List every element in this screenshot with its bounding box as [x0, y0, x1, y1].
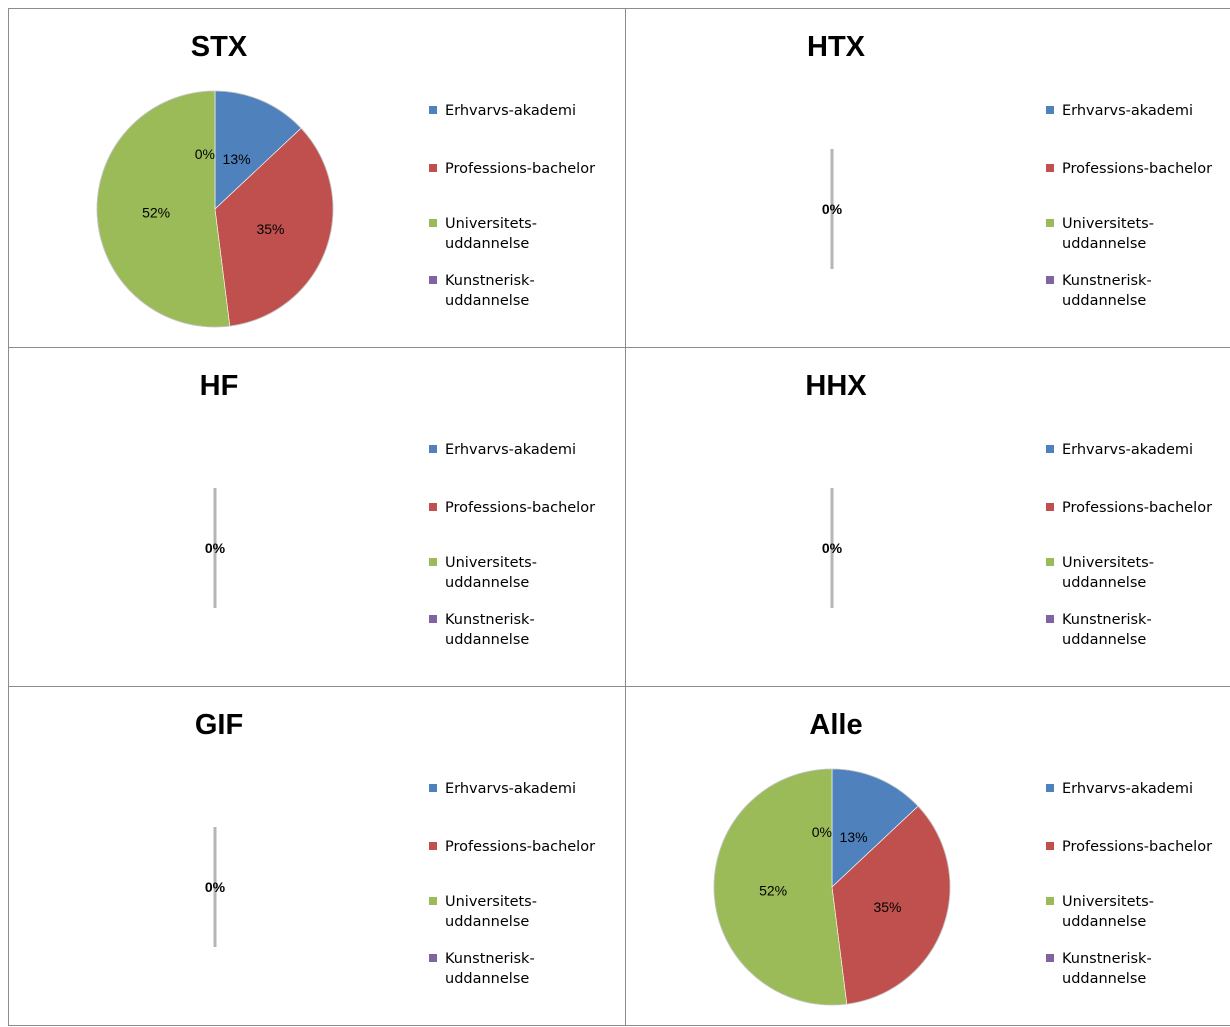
- legend-swatch-erhvarvs-akademi: [429, 445, 437, 453]
- legend-label: Erhvarvs-akademi: [445, 442, 576, 458]
- legend-label: uddannelse: [445, 293, 529, 309]
- legend-label: uddannelse: [1062, 914, 1146, 930]
- legend-swatch-kunstnerisk-uddannelse: [429, 954, 437, 962]
- legend-swatch-universitets-uddannelse: [1046, 219, 1054, 227]
- data-label: 52%: [759, 883, 787, 899]
- data-label: 52%: [142, 205, 170, 221]
- legend-swatch-erhvarvs-akademi: [429, 784, 437, 792]
- legend: Erhvarvs-akademi Professions-bachelor Univ…: [1046, 442, 1212, 648]
- chart-panel-hhx: HHX 0% Erhvarvs-akademi Professions-bachelo…: [625, 347, 1230, 687]
- pie-outline: [713, 768, 951, 1006]
- legend-label: Erhvarvs-akademi: [445, 781, 576, 797]
- legend-label: Kunstnerisk-: [445, 612, 535, 628]
- data-label: 0%: [822, 540, 843, 556]
- chart-title: GIF: [195, 709, 243, 741]
- legend-label: Kunstnerisk-: [1062, 273, 1152, 289]
- legend-label: uddannelse: [1062, 575, 1146, 591]
- legend-label: Universitets-: [1062, 555, 1154, 571]
- chart-panel-stx: STX 13% 35% 52% 0% Erhvarvs-akademi Profession…: [8, 8, 626, 348]
- legend-swatch-kunstnerisk-uddannelse: [1046, 276, 1054, 284]
- data-label: 13%: [223, 151, 251, 167]
- pie-outline: [96, 90, 334, 328]
- legend-swatch-universitets-uddannelse: [429, 558, 437, 566]
- legend-label: Kunstnerisk-: [445, 273, 535, 289]
- legend-swatch-professions-bachelor: [429, 503, 437, 511]
- legend-swatch-erhvarvs-akademi: [429, 106, 437, 114]
- legend-label: uddannelse: [1062, 293, 1146, 309]
- chart-title: HF: [200, 370, 239, 402]
- legend-label: Kunstnerisk-: [445, 951, 535, 967]
- pie-chart-hhx: HHX 0% Erhvarvs-akademi Professions-bachelo…: [805, 370, 1212, 648]
- pie-chart-htx: HTX 0% Erhvarvs-akademi Professions-bachelo…: [807, 31, 1212, 309]
- legend-swatch-erhvarvs-akademi: [1046, 784, 1054, 792]
- chart-title: HTX: [807, 31, 866, 63]
- legend-label: uddannelse: [445, 236, 529, 252]
- data-label: 13%: [840, 829, 868, 845]
- legend-label: uddannelse: [445, 914, 529, 930]
- legend-swatch-professions-bachelor: [1046, 503, 1054, 511]
- chart-panel-htx: HTX 0% Erhvarvs-akademi Professions-bachelo…: [625, 8, 1230, 348]
- pie-chart-stx: STX 13% 35% 52% 0% Erhvarvs-akademi Profession…: [96, 31, 595, 328]
- legend-swatch-professions-bachelor: [1046, 842, 1054, 850]
- data-label: 0%: [195, 146, 215, 162]
- legend-label: Erhvarvs-akademi: [1062, 781, 1193, 797]
- chart-title: HHX: [805, 370, 867, 402]
- legend-label: Universitets-: [445, 894, 537, 910]
- legend: Erhvarvs-akademi Professions-bachelor Univ…: [1046, 103, 1212, 309]
- legend-label: Kunstnerisk-: [1062, 951, 1152, 967]
- legend-label: Erhvarvs-akademi: [1062, 442, 1193, 458]
- legend-label: Professions-bachelor: [445, 500, 595, 516]
- data-label: 0%: [205, 879, 226, 895]
- legend-label: Universitets-: [1062, 216, 1154, 232]
- chart-title: STX: [191, 31, 248, 63]
- legend-label: Universitets-: [445, 216, 537, 232]
- legend-label: Professions-bachelor: [1062, 500, 1212, 516]
- legend-swatch-kunstnerisk-uddannelse: [429, 276, 437, 284]
- data-label: 35%: [873, 899, 901, 915]
- chart-panel-hf: HF 0% Erhvarvs-akademi Professions-bachelor…: [8, 347, 626, 687]
- legend-label: Professions-bachelor: [445, 161, 595, 177]
- pie-chart-gif: GIF 0% Erhvarvs-akademi Professions-bachelo…: [195, 709, 595, 987]
- legend-label: uddannelse: [1062, 236, 1146, 252]
- legend-label: uddannelse: [445, 971, 529, 987]
- legend-label: Professions-bachelor: [1062, 839, 1212, 855]
- legend-label: Erhvarvs-akademi: [1062, 103, 1193, 119]
- legend-swatch-professions-bachelor: [1046, 164, 1054, 172]
- legend-label: Kunstnerisk-: [1062, 612, 1152, 628]
- legend-swatch-universitets-uddannelse: [429, 897, 437, 905]
- legend-label: uddannelse: [1062, 971, 1146, 987]
- legend: Erhvarvs-akademi Professions-bachelor Univ…: [429, 781, 595, 987]
- legend-label: Professions-bachelor: [445, 839, 595, 855]
- legend-swatch-kunstnerisk-uddannelse: [429, 615, 437, 623]
- legend-swatch-erhvarvs-akademi: [1046, 106, 1054, 114]
- chart-panel-gif: GIF 0% Erhvarvs-akademi Professions-bachelo…: [8, 686, 626, 1026]
- legend-swatch-professions-bachelor: [429, 164, 437, 172]
- data-label: 0%: [205, 540, 226, 556]
- data-label: 35%: [256, 221, 284, 237]
- legend-swatch-universitets-uddannelse: [1046, 558, 1054, 566]
- data-label: 0%: [822, 201, 843, 217]
- data-label: 0%: [812, 824, 832, 840]
- legend-label: Erhvarvs-akademi: [445, 103, 576, 119]
- legend-label: uddannelse: [445, 632, 529, 648]
- legend-swatch-kunstnerisk-uddannelse: [1046, 954, 1054, 962]
- legend: Erhvarvs-akademi Professions-bachelor Univ…: [1046, 781, 1212, 987]
- legend-swatch-universitets-uddannelse: [429, 219, 437, 227]
- legend-label: uddannelse: [1062, 632, 1146, 648]
- chart-panel-alle: Alle 13% 35% 52% 0% Erhvarvs-akademi Professio…: [625, 686, 1230, 1026]
- legend-swatch-kunstnerisk-uddannelse: [1046, 615, 1054, 623]
- legend-label: Professions-bachelor: [1062, 161, 1212, 177]
- chart-title: Alle: [809, 709, 862, 741]
- pie-chart-hf: HF 0% Erhvarvs-akademi Professions-bachelor…: [200, 370, 595, 648]
- pie-chart-alle: Alle 13% 35% 52% 0% Erhvarvs-akademi Professio…: [713, 709, 1212, 1006]
- legend-label: uddannelse: [445, 575, 529, 591]
- legend: Erhvarvs-akademi Professions-bachelor Univ…: [429, 103, 595, 309]
- legend-swatch-professions-bachelor: [429, 842, 437, 850]
- legend-label: Universitets-: [445, 555, 537, 571]
- legend-swatch-erhvarvs-akademi: [1046, 445, 1054, 453]
- legend-swatch-universitets-uddannelse: [1046, 897, 1054, 905]
- legend-label: Universitets-: [1062, 894, 1154, 910]
- legend: Erhvarvs-akademi Professions-bachelor Univ…: [429, 442, 595, 648]
